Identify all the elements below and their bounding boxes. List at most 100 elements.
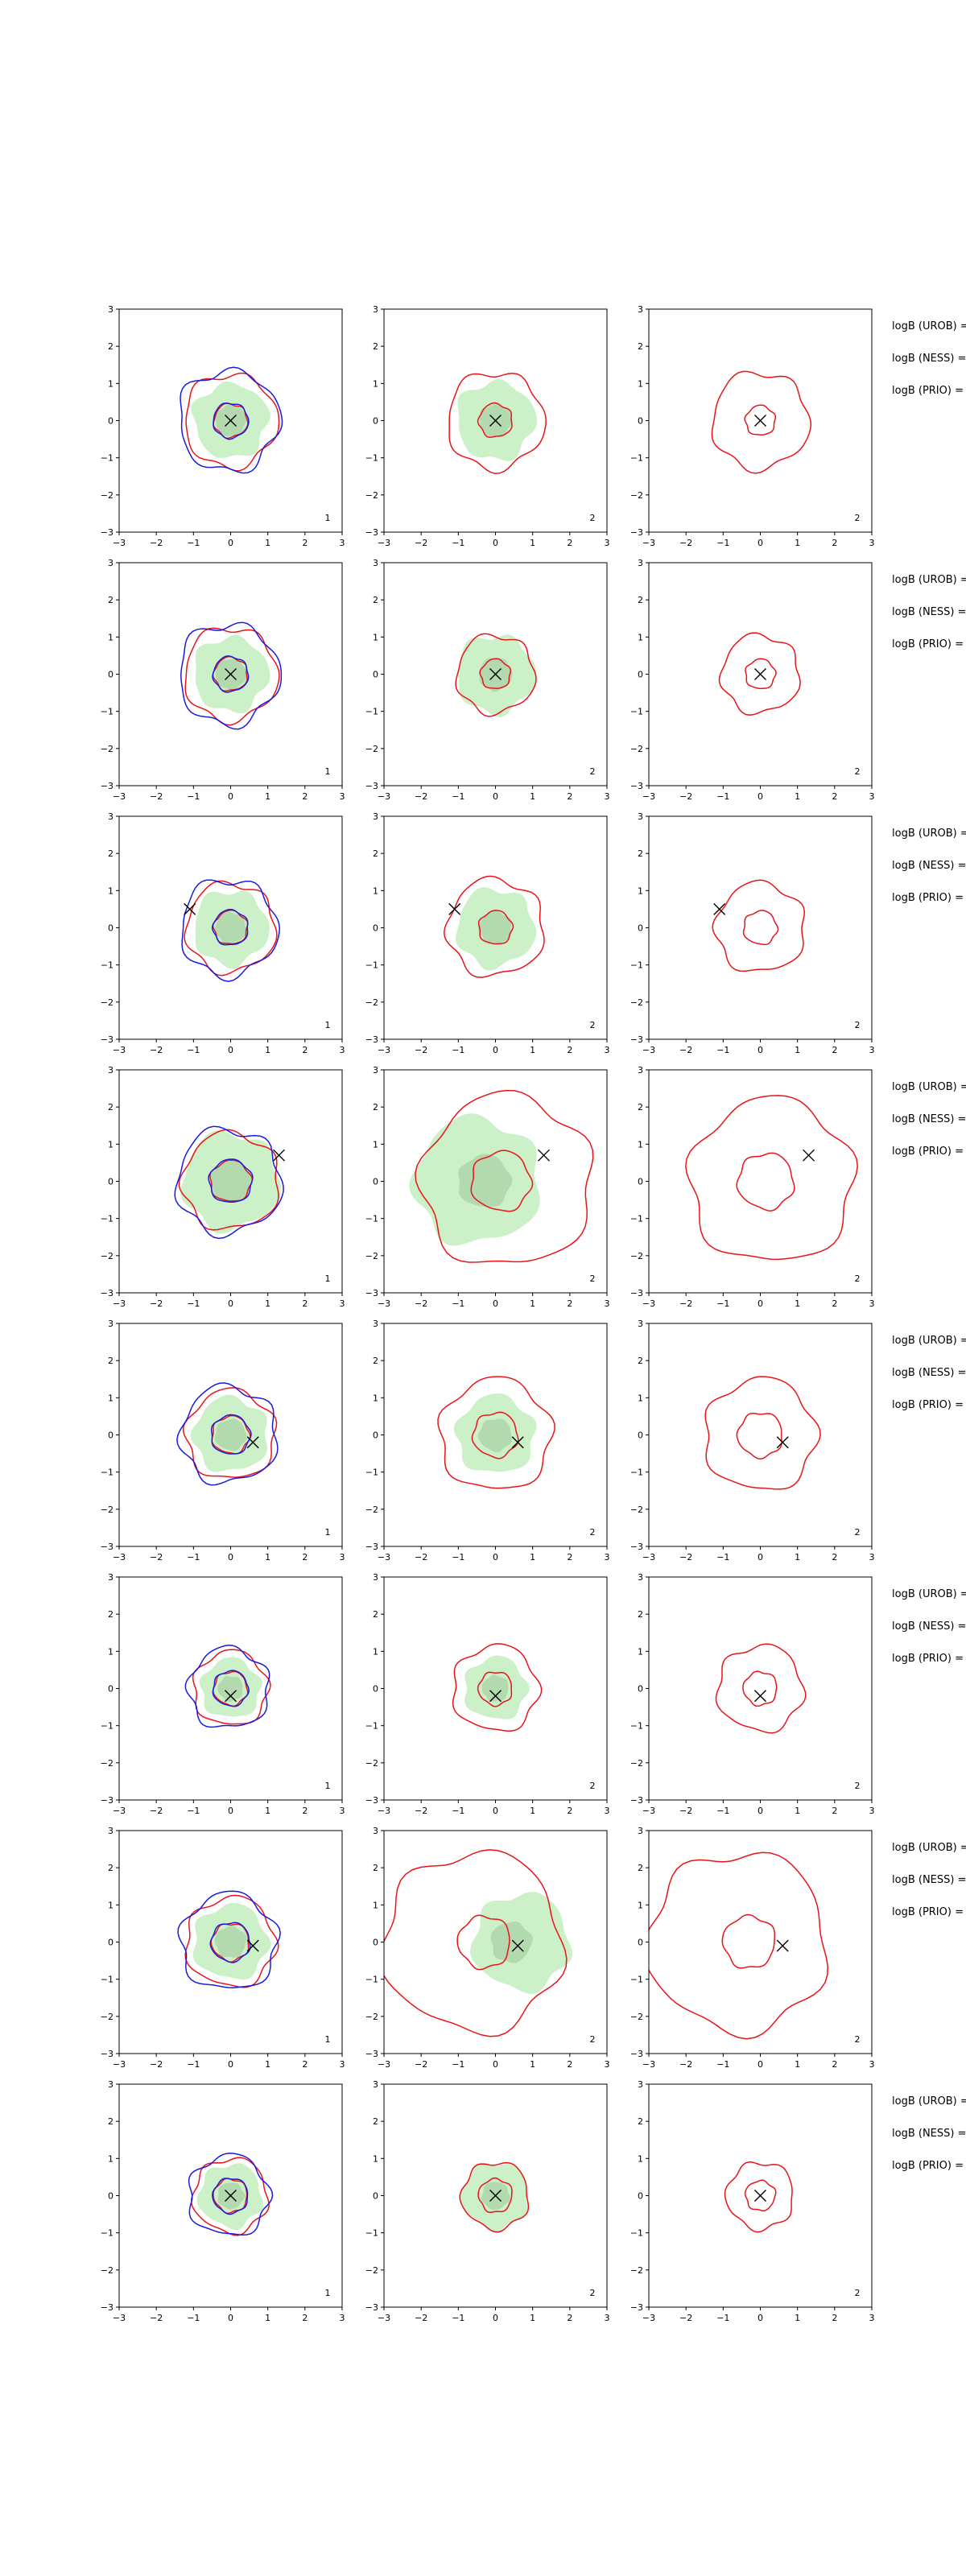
plot-area [712,879,806,972]
x-tick-label: −3 [642,1298,655,1309]
x-tick-label: −2 [679,2313,692,2323]
plot-area [437,1376,555,1489]
axes-frame [648,1576,873,1801]
x-tick-label: 2 [832,791,837,802]
panel-r7-c2: −3 −2 −1 0 1 2 3 3 2 1 0 −1 −2 −3 2 [365,1826,610,2070]
y-tick-label: −3 [630,2049,643,2059]
marker-x [225,415,237,427]
y-tick-label: −1 [101,453,114,464]
x-tick-label: −3 [113,1298,126,1309]
x-tick-label: 2 [567,2059,572,2070]
marker-x [489,1690,502,1703]
contour-outer-blue [188,2153,274,2236]
x-tick-label: −2 [679,1298,692,1309]
side-label: logB (UROB) = [892,1335,966,1347]
y-tick-label: −3 [365,1288,378,1298]
y-tick-label: 2 [638,1863,643,1873]
contour-outer [185,372,280,472]
y-tick-label: 2 [638,1356,643,1366]
panel-r5-c2: −3 −2 −1 0 1 2 3 3 2 1 0 −1 −2 −3 2 [365,1319,610,1563]
y-tick-label: −3 [101,1542,114,1552]
y-tick-label: −2 [365,1758,378,1769]
x-tick-label: −2 [679,538,692,548]
y-tick-label: 1 [373,1900,378,1910]
panel-r8-c2: −3 −2 −1 0 1 2 3 3 2 1 0 −1 −2 −3 2 [365,2079,610,2323]
x-tick-label: −1 [452,791,464,802]
x-tick-label: −2 [415,1298,427,1309]
x-tick-label: −3 [642,1806,655,1816]
y-tick-label: 3 [108,1826,114,1836]
contour-outer [712,879,806,972]
panel-corner-label: 1 [325,1527,331,1538]
plot-area [715,1643,807,1734]
x-tick-label: 2 [832,1298,837,1309]
y-tick-label: 0 [638,1684,643,1695]
y-tick-label: −1 [101,960,114,971]
y-tick-label: 1 [638,378,643,389]
density-core [214,911,247,944]
y-tick-label: 1 [373,886,378,896]
side-label: logB (NESS) = [892,353,966,365]
marker-x [225,1690,237,1703]
x-tick-label: −1 [716,1045,729,1055]
y-tick-label: 0 [638,2191,643,2202]
x-tick-label: 0 [228,1806,233,1816]
density-core [481,1674,509,1703]
contour-inner [456,1914,510,1971]
marker-x [511,1436,524,1449]
side-label: logB (PRIO) = [892,1906,964,1918]
x-tick-label: 3 [869,1552,875,1563]
side-label: logB (PRIO) = [892,892,964,904]
contour-outer [443,875,545,978]
marker-x [246,1939,259,1952]
y-tick-label: 3 [638,558,643,568]
y-tick-label: 0 [108,1430,114,1441]
y-tick-label: 3 [108,2079,114,2090]
side-label: logB (PRIO) = [892,1653,964,1665]
contour-outer-blue [180,366,283,474]
x-tick-label: 2 [567,791,572,802]
contour-inner [477,2177,513,2213]
y-tick-label: −2 [630,2265,643,2276]
y-tick-label: −3 [101,1034,114,1045]
panel-corner-label: 1 [325,1274,331,1284]
y-tick-label: 3 [638,2079,643,2090]
plot-area [176,1382,279,1486]
y-tick-label: 0 [108,670,114,680]
contour-inner [736,1412,782,1460]
side-label: logB (NESS) = [892,2128,966,2140]
density-core [214,1418,247,1451]
x-tick-label: 0 [758,1806,763,1816]
y-tick-label: 2 [373,595,378,605]
contour-outer-blue [176,1382,279,1486]
y-tick-label: 1 [108,1646,114,1657]
y-tick-label: −1 [630,1721,643,1732]
x-tick-label: −1 [452,1045,464,1055]
x-tick-label: 2 [567,1806,572,1816]
y-tick-label: −3 [101,2049,114,2059]
x-tick-label: 2 [302,538,308,548]
y-tick-label: 0 [373,670,378,680]
panel-corner-label: 1 [325,2034,331,2045]
panel-r4-c3: −3 −2 −1 0 1 2 3 3 2 1 0 −1 −2 −3 2 [630,1065,875,1309]
contour-outer [649,1852,828,2040]
x-tick-label: 1 [530,1045,535,1055]
y-tick-label: −1 [630,707,643,717]
y-tick-label: −1 [365,1214,378,1224]
y-tick-label: 1 [638,632,643,642]
x-tick-label: −3 [642,1045,655,1055]
x-tick-label: 1 [530,2059,535,2070]
marker-x [803,1149,815,1162]
y-tick-label: −1 [630,1214,643,1224]
x-tick-label: −3 [113,2059,126,2070]
panel-r3-c1: −3 −2 −1 0 1 2 3 3 2 1 0 −1 −2 −3 1 [101,811,345,1055]
marker-x [754,415,766,427]
y-tick-label: −2 [630,490,643,501]
x-tick-label: 1 [530,2313,535,2323]
contour-outer [459,2161,530,2233]
contour-outer-blue [184,1645,270,1728]
y-tick-label: −1 [101,707,114,717]
y-tick-label: −2 [101,490,114,501]
x-tick-label: 3 [869,1298,875,1309]
marker-x [754,668,766,680]
